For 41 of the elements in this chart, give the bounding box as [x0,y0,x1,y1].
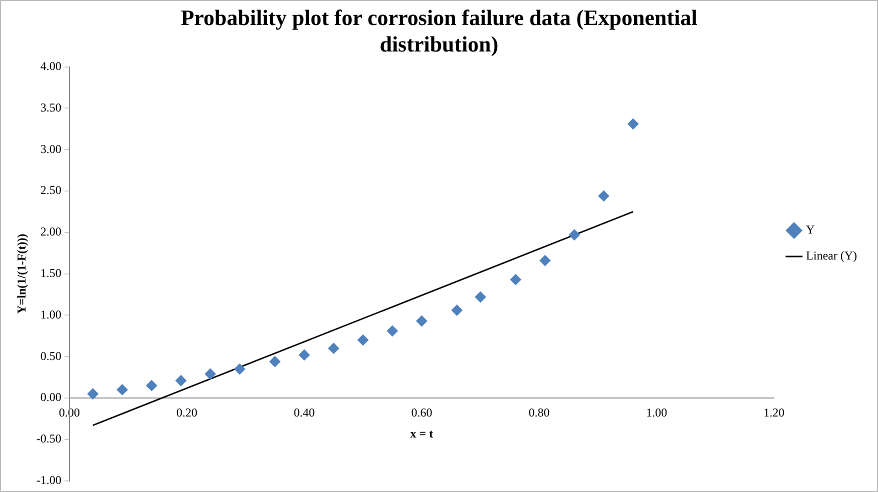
point [357,334,368,346]
point [269,356,280,368]
point [416,315,428,326]
x-tick-label: 1.00 [646,405,668,420]
point [298,349,310,360]
point [328,342,340,354]
point [146,380,158,392]
point [540,255,551,266]
point [116,384,128,396]
y-tick-label: 0.50 [40,348,62,363]
point [474,291,486,302]
point [628,118,639,130]
x-tick-label: 0.60 [411,405,432,420]
x-tick-label: 1.20 [764,405,785,420]
point [204,368,216,380]
point [386,325,398,336]
x-tick-label: 0.20 [176,405,198,420]
x-tick-label: 0.80 [528,405,550,420]
y-tick-label: 2.00 [40,224,62,239]
y-tick-label: -1.00 [36,472,62,487]
y-tick-label: 3.50 [40,100,62,114]
chart-title: Probability plot for corrosion failure data (Exponential distribution) [180,4,698,56]
y-tick-label: -0.50 [36,432,62,446]
point [175,375,186,386]
point [510,274,522,286]
legend-label: Y [806,222,816,237]
x-axis-title: x = t [410,426,434,441]
y-tick-label: 0.00 [40,390,62,404]
y-axis-title: Y=ln(1/(1-F(t))) [14,234,28,314]
y-tick-label: 1.00 [40,307,62,322]
legend-label: Linear (Y) [806,248,858,263]
point [598,190,610,202]
y-tick-label: 3.00 [40,142,62,156]
x-tick-label: 0.40 [294,405,315,420]
y-tick-label: 2.50 [40,183,62,198]
point [234,364,246,375]
y-tick-label: 4.00 [40,58,62,73]
point [451,304,462,316]
y-tick-label: 1.50 [40,266,62,280]
point [568,229,580,240]
point [87,388,98,400]
